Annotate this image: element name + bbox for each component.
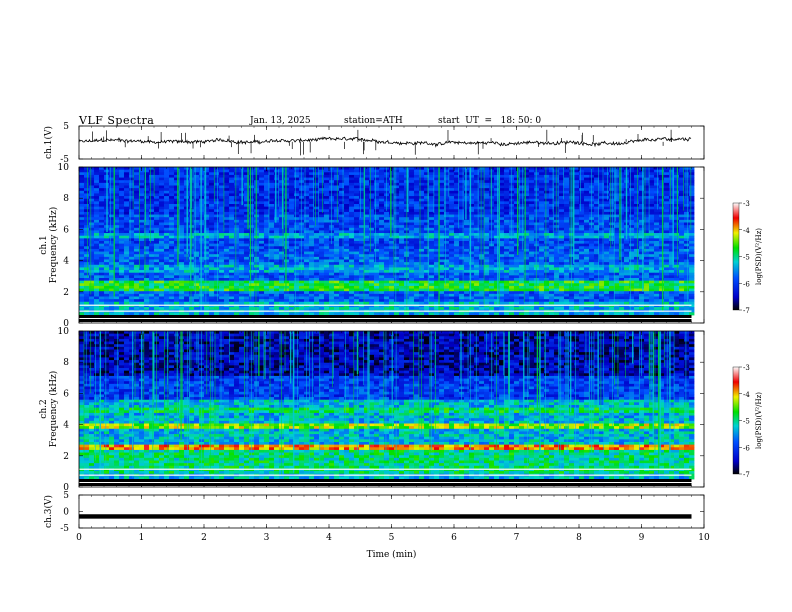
- ch2-spectrogram-ylabel: ch.2 Frequency (kHz): [39, 371, 59, 448]
- colorbar-tick-label: -5: [743, 254, 750, 262]
- x-tick-label: 0: [76, 533, 82, 543]
- y-tick-label: 5: [63, 122, 69, 132]
- y-tick-label: -5: [60, 155, 69, 165]
- y-tick-label: 4: [63, 421, 69, 431]
- station-label: station=ATH: [344, 116, 403, 126]
- start-time-label: start UT = 18: 50: 0: [438, 116, 542, 126]
- x-tick-label: 2: [201, 533, 207, 543]
- x-tick-label: 6: [451, 533, 457, 543]
- x-tick-label: 9: [639, 533, 645, 543]
- y-tick-label: 8: [63, 194, 69, 204]
- colorbar-tick-label: -4: [743, 391, 750, 399]
- date-label: Jan. 13, 2025: [250, 116, 311, 126]
- ch1-spectrogram-cells: [79, 167, 695, 322]
- y-tick-label: 0: [63, 319, 69, 329]
- x-tick-label: 3: [264, 533, 270, 543]
- colorbar-tick-label: -5: [743, 418, 750, 426]
- x-tick-label: 10: [698, 533, 710, 543]
- ch1-waveform-ylabel-line: ch.1(V): [43, 126, 54, 159]
- y-tick-label: 2: [63, 452, 69, 462]
- y-tick-label: 8: [63, 358, 69, 368]
- colorbar-tick-label: -7: [743, 307, 750, 315]
- ch2-spectrogram-ylabel-line: Frequency (kHz): [48, 371, 59, 448]
- colorbar-tick-label: -6: [743, 280, 750, 288]
- x-tick-label: 5: [389, 533, 395, 543]
- colorbar-tick-label: -6: [743, 444, 750, 452]
- y-tick-label: 6: [63, 389, 69, 399]
- y-tick-label: 4: [63, 257, 69, 267]
- y-tick-label: 5: [63, 491, 69, 501]
- ch1-spectrogram-colorbar: [732, 202, 740, 311]
- colorbar-tick-label: -3: [743, 364, 750, 372]
- ch1-signal-line: [78, 136, 692, 148]
- x-tick-label: 8: [576, 533, 582, 543]
- y-tick-label: 0: [63, 508, 69, 518]
- y-tick-label: 10: [58, 327, 70, 337]
- figure-title: VLF Spectra: [79, 114, 155, 127]
- x-tick-label: 7: [514, 533, 520, 543]
- colorbar-tick-label: -7: [743, 471, 750, 479]
- colorbar-tick-label: -4: [743, 227, 750, 235]
- x-tick-label: 4: [326, 533, 332, 543]
- ch1-spectrogram-ylabel-line: Frequency (kHz): [48, 207, 59, 284]
- y-tick-label: 6: [63, 225, 69, 235]
- y-tick-label: 10: [58, 163, 70, 173]
- y-tick-label: 2: [63, 288, 69, 298]
- colorbar-label: log(PSD)(V²/Hz): [755, 392, 763, 449]
- ch3-waveform-frame: [78, 494, 705, 529]
- ch3-waveform-ylabel-line: ch.3(V): [43, 495, 54, 528]
- x-axis-label: Time (min): [367, 549, 417, 560]
- ch1-spectrogram-ylabel-line: ch.1: [39, 235, 49, 254]
- colorbar-label: log(PSD)(V²/Hz): [755, 228, 763, 285]
- ch2-spectrogram-colorbar: [732, 366, 740, 475]
- ch1-waveform-ylabel: ch.1(V): [43, 126, 54, 159]
- ch3-signal-band: [79, 514, 692, 519]
- x-tick-label: 1: [139, 533, 145, 543]
- ch2-spectrogram-ylabel-line: ch.2: [39, 399, 49, 418]
- ch2-spectrogram-cells: [79, 331, 695, 486]
- ch1-spectrogram-ylabel: ch.1 Frequency (kHz): [39, 207, 59, 284]
- y-tick-label: -5: [60, 524, 69, 534]
- ch3-waveform-ylabel: ch.3(V): [43, 495, 54, 528]
- colorbar-tick-label: -3: [743, 200, 750, 208]
- y-tick-label: 0: [63, 483, 69, 493]
